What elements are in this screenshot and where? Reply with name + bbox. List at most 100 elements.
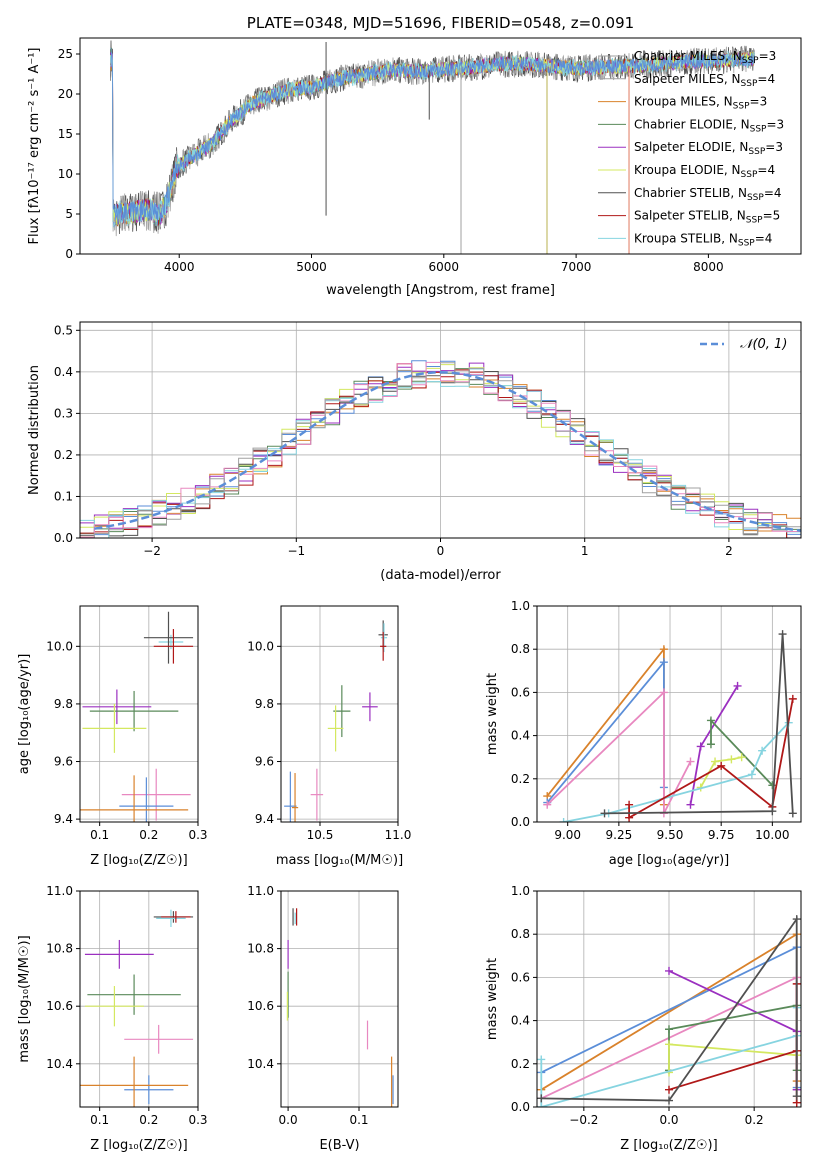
mass-weight-marker xyxy=(665,966,673,975)
mass-weight-marker xyxy=(537,1094,546,1103)
y-tick-label: 10.8 xyxy=(247,942,274,956)
y-tick-label: 9.6 xyxy=(255,755,274,769)
legend-entry: Salpeter ELODIE, NSSP=3 xyxy=(634,140,783,157)
x-tick-label: 9.75 xyxy=(708,828,735,842)
ebv-mass-panel: 0.0 0.1 10.4 10.6 10.8 11.0 E(B-V) xyxy=(247,884,399,1153)
z-age-ylabel: age [log₁₀(age/yr)] xyxy=(17,654,32,775)
y-tick-label: 9.6 xyxy=(54,755,73,769)
y-tick-label: 10.4 xyxy=(46,1057,73,1071)
y-tick-label: 0.2 xyxy=(511,772,530,786)
mass-weight-marker xyxy=(768,781,777,790)
y-tick-label: 11.0 xyxy=(247,884,274,898)
mass-weight-marker xyxy=(537,1103,546,1107)
y-tick-label: 0.1 xyxy=(54,489,73,503)
y-tick-label: 5 xyxy=(65,207,73,221)
y-tick-label: 9.4 xyxy=(54,812,73,826)
y-tick-label: 0.0 xyxy=(511,815,530,829)
mass-weight-marker xyxy=(727,755,736,764)
z-weight-ylabel: mass weight xyxy=(485,958,500,1040)
y-tick-label: 11.0 xyxy=(46,884,73,898)
x-tick-label: 0.3 xyxy=(188,828,207,842)
y-tick-label: 0.6 xyxy=(511,970,530,984)
x-tick-label: 0.1 xyxy=(349,1113,368,1127)
y-tick-label: 10.6 xyxy=(247,999,274,1013)
ebv-mass-xlabel: E(B-V) xyxy=(319,1138,359,1153)
y-tick-label: 0.4 xyxy=(511,1014,530,1028)
mass-weight-marker xyxy=(717,761,726,770)
z-weight-panel: −0.2 0.0 0.2 0.0 0.2 0.4 0.6 0.8 1.0 Z [log₁₀(Z/… xyxy=(485,884,802,1153)
x-tick-label: 9.25 xyxy=(606,828,633,842)
y-tick-label: 10.4 xyxy=(247,1057,274,1071)
legend-entry: Chabrier ELODIE, NSSP=3 xyxy=(634,117,784,134)
normal-legend-label: 𝒩(0, 1) xyxy=(740,337,787,352)
mass-weight-marker xyxy=(659,645,668,654)
legend-entry: Kroupa STELIB, NSSP=4 xyxy=(634,231,772,248)
mass-weight-marker xyxy=(788,694,797,703)
mass-weight-marker xyxy=(737,753,746,762)
x-tick-label: 9.50 xyxy=(657,828,684,842)
mass-weight-marker xyxy=(696,742,705,751)
spectrum-plot xyxy=(110,40,755,254)
x-tick-label: 5000 xyxy=(296,260,327,274)
mass-age-panel: 10.5 11.0 9.4 9.6 9.8 10.0 mass [log₁₀(M/M☉)] xyxy=(247,605,411,868)
y-tick-label: 20 xyxy=(58,87,73,101)
z-weight-ticks: −0.2 0.0 0.2 0.0 0.2 0.4 0.6 0.8 1.0 xyxy=(511,884,764,1127)
z-age-panel: 0.1 0.2 0.3 9.4 9.6 9.8 10.0 Z [log₁₀(Z/Z☉)] a… xyxy=(17,605,208,868)
mass-weight-line xyxy=(541,916,798,1102)
mass-weight-marker xyxy=(706,740,715,749)
y-tick-label: 0.2 xyxy=(511,1057,530,1071)
x-tick-label: 4000 xyxy=(164,260,195,274)
y-tick-label: 0.5 xyxy=(54,323,73,337)
y-tick-label: 9.8 xyxy=(54,697,73,711)
residual-histogram-line xyxy=(80,362,801,538)
z-age-xlabel: Z [log₁₀(Z/Z☉)] xyxy=(90,853,187,868)
x-tick-label: 8000 xyxy=(693,260,724,274)
mass-age-frame xyxy=(280,605,399,823)
mass-weight-line xyxy=(699,756,742,788)
y-tick-label: 15 xyxy=(58,127,73,141)
z-age-plot xyxy=(80,611,194,822)
normal-curve xyxy=(94,371,801,532)
legend-entry: Salpeter MILES, NSSP=4 xyxy=(634,72,775,89)
residual-histogram-line xyxy=(80,368,801,538)
x-tick-label: 0 xyxy=(437,544,445,558)
z-mass-frame xyxy=(79,890,199,1108)
y-tick-label: 0.8 xyxy=(511,642,530,656)
ebv-mass-frame xyxy=(280,890,399,1108)
residual-ticks: −2 −1 0 1 2 0.0 0.1 0.2 0.3 0.4 0.5 xyxy=(54,323,733,558)
legend-entry: Kroupa MILES, NSSP=3 xyxy=(634,95,767,112)
mass-weight-marker xyxy=(788,809,797,818)
y-tick-label: 25 xyxy=(58,47,73,61)
x-tick-label: 10.00 xyxy=(755,828,789,842)
z-mass-xlabel: Z [log₁₀(Z/Z☉)] xyxy=(90,1138,187,1153)
residual-legend: 𝒩(0, 1) xyxy=(700,337,787,352)
x-tick-label: −2 xyxy=(143,544,161,558)
mass-weight-marker xyxy=(686,800,695,809)
y-tick-label: 10.8 xyxy=(46,942,73,956)
legend-entry: Chabrier MILES, NSSP=3 xyxy=(634,49,776,66)
x-tick-label: 0.2 xyxy=(745,1113,764,1127)
residual-panel: −2 −1 0 1 2 0.0 0.1 0.2 0.3 0.4 0.5 (data-model)/e… xyxy=(27,321,802,583)
z-age-ticks: 0.1 0.2 0.3 9.4 9.6 9.8 10.0 xyxy=(46,639,207,842)
x-tick-label: 0.0 xyxy=(279,1113,298,1127)
y-tick-label: 0.4 xyxy=(54,365,73,379)
legend-entry: Salpeter STELIB, NSSP=5 xyxy=(634,209,780,226)
mass-weight-marker xyxy=(625,813,634,822)
z-weight-xlabel: Z [log₁₀(Z/Z☉)] xyxy=(620,1138,717,1153)
spectrum-model-line xyxy=(110,47,755,225)
z-age-frame xyxy=(79,605,199,823)
x-tick-label: 0.2 xyxy=(139,1113,158,1127)
mass-age-ticks: 10.5 11.0 9.4 9.6 9.8 10.0 xyxy=(247,639,411,842)
mass-age-plot xyxy=(284,620,388,822)
mass-age-xlabel: mass [log₁₀(M/M☉)] xyxy=(276,853,403,868)
spectrum-title: PLATE=0348, MJD=51696, FIBERID=0548, z=0… xyxy=(247,14,634,32)
mass-weight-line xyxy=(604,634,794,815)
mass-weight-marker xyxy=(600,809,609,818)
mass-weight-marker xyxy=(543,800,552,809)
x-tick-label: 6000 xyxy=(429,260,460,274)
age-weight-ylabel: mass weight xyxy=(485,673,500,755)
spectrum-ticks: 4000 5000 6000 7000 8000 0 5 10 15 20 25 xyxy=(58,47,724,274)
y-tick-label: 0.8 xyxy=(511,927,530,941)
y-tick-label: 10 xyxy=(58,167,73,181)
spectrum-xlabel: wavelength [Angstrom, rest frame] xyxy=(326,283,555,298)
